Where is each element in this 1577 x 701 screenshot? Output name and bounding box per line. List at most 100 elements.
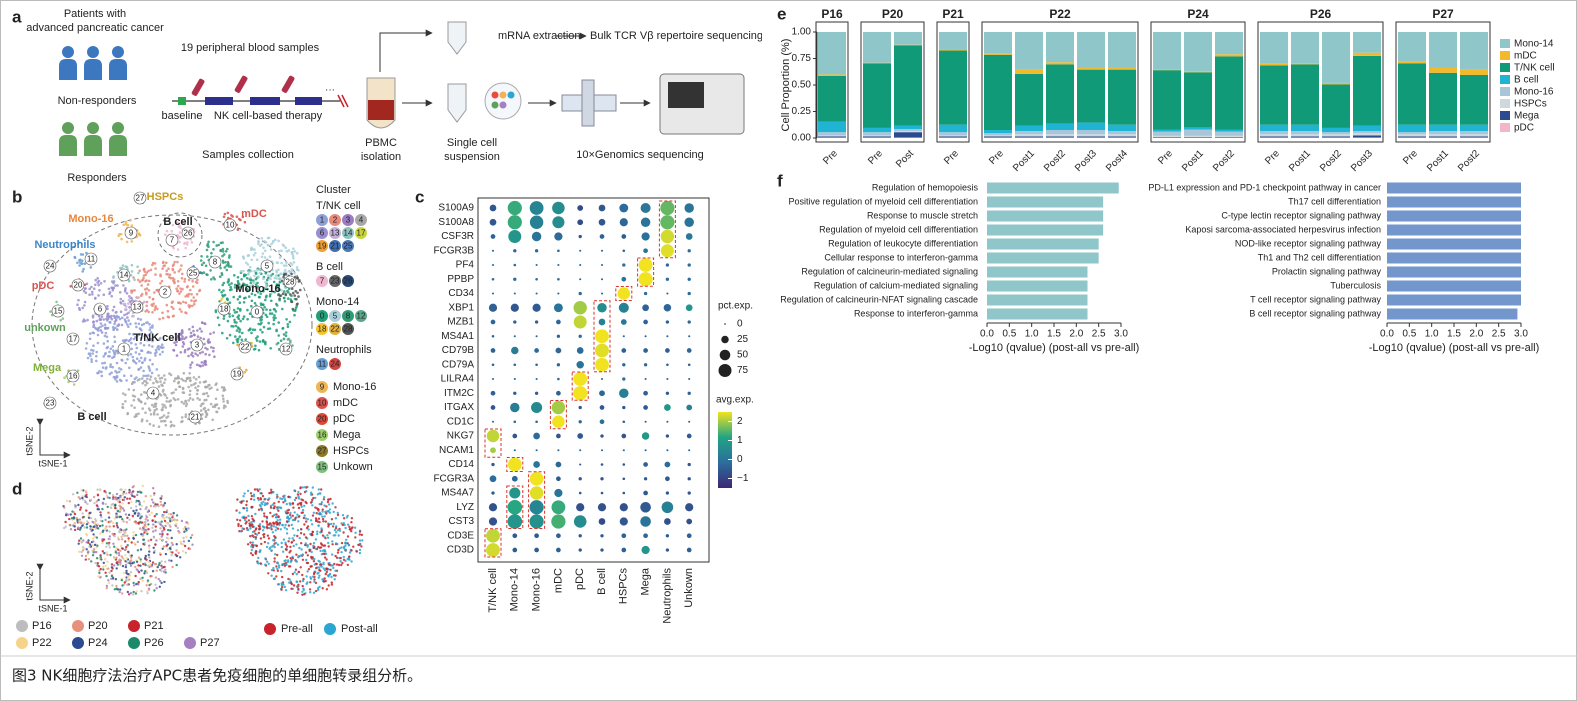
cell-dot [287,517,290,520]
cell-dot [80,262,84,265]
cell-dot [220,291,223,294]
cell-dot [145,321,148,325]
dish-cell [491,101,499,109]
cell-dot [98,557,101,560]
cell-dot [251,534,254,537]
cell-dot [154,525,157,528]
cell-dot [179,351,183,354]
dot [622,249,626,253]
bar-segment [1429,32,1457,68]
dot [554,232,563,241]
cell-dot [208,340,212,344]
highlight-box [506,485,524,529]
cell-dot [236,315,239,319]
bar-segment [1046,62,1074,65]
cell-dot [154,305,157,308]
person-head [87,122,99,134]
cell-dot [197,375,201,379]
dot [507,215,522,230]
cell-dot [147,539,150,542]
bar-segment [1460,124,1488,132]
cell-dot [197,384,200,388]
bar [987,210,1104,222]
cell-dot [154,503,157,506]
cell-dot [245,287,249,291]
cell-dot [243,518,247,522]
cell-dot [279,277,283,281]
cell-dot [194,378,198,381]
cell-dot [137,367,141,371]
cell-dot [296,529,300,532]
cell-dot [211,418,214,422]
cell-dot [103,361,106,365]
cell-dot [115,310,118,314]
cell-dot [354,536,357,539]
cell-dot [125,521,128,524]
cell-dot [112,349,115,352]
cell-dot [306,581,309,584]
dot [513,335,516,338]
cell-dot [158,561,161,565]
cell-dot [96,544,99,547]
gene-label: ITM2C [444,388,474,399]
bar [987,294,1088,306]
pbmc-layer [368,100,394,120]
cell-dot [130,404,133,407]
gene-label: FCGR3A [433,473,474,484]
highlight-box [615,286,633,301]
dot [491,363,495,367]
legend-swatch [1500,39,1510,48]
cell-dot [302,516,306,520]
cell-dot [347,544,351,547]
cluster-id: 16 [318,431,327,440]
cell-dot [304,542,307,545]
dot [600,278,604,281]
cluster-badge [84,252,98,266]
cell-dot [140,377,144,380]
bar-segment [863,137,891,138]
bar-segment [939,136,967,138]
cell-dot [269,275,272,278]
legend-badge [342,214,354,226]
cell-dot [119,495,122,499]
cell-dot [240,500,243,503]
cell-dot [146,579,150,582]
bar-segment [1077,122,1105,131]
dot [529,486,544,500]
cell-dot [179,287,182,290]
cell-dot [299,566,302,569]
cell-dot [244,338,247,341]
cell-dot [145,381,149,385]
cell-dot [262,325,266,329]
cell-dot [129,564,133,567]
cell-dot [206,394,210,398]
cell-dot [298,536,301,540]
cell-dot [270,568,274,572]
dot [600,249,604,252]
cell-dot [279,272,282,276]
cell-dot [133,278,136,282]
cell-dot [192,296,195,299]
cell-dot [325,505,328,508]
cell-dot [135,505,138,508]
text: suspension [444,151,500,163]
text: 19 peripheral blood samples [181,42,320,54]
cell-dot [185,311,188,315]
bar-segment [1153,69,1181,71]
cell-dot [108,546,112,549]
cell-dot [258,340,262,343]
cell-dot [311,498,314,502]
cell-dot [274,238,277,242]
cell-dot [152,493,156,497]
cell-dot [226,319,230,323]
cell-dot [132,332,135,336]
cell-dot [129,591,133,595]
map-label: HSPCs [147,191,184,203]
cell-dot [149,268,153,272]
cell-dot [161,533,164,536]
cell-dot [311,530,314,533]
cell-dot [77,526,80,529]
cell-dot [255,339,259,342]
cell-dot [130,270,134,273]
cell-dot [142,525,146,529]
